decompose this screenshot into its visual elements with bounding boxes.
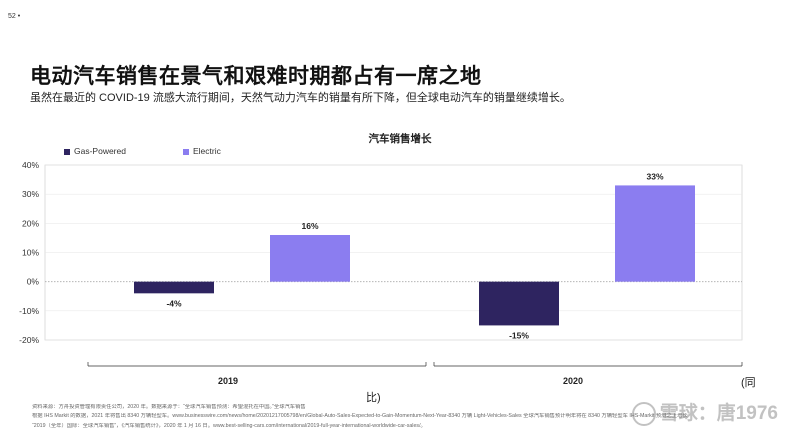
- data-label: -4%: [166, 298, 182, 308]
- y-tick-label: 30%: [22, 189, 39, 199]
- bar-gas-2020: [479, 281, 559, 326]
- bar-electric-2019: [270, 235, 350, 282]
- legend-swatch-gas: [64, 148, 70, 155]
- legend-item-gas: Gas-Powered: [64, 146, 126, 156]
- trailing-text-2: 比): [366, 392, 381, 404]
- x-category-label: 2019: [218, 376, 238, 386]
- bar-gas-2019: [134, 281, 214, 294]
- trailing-text: (同: [741, 377, 756, 389]
- y-tick-label: 20%: [22, 218, 39, 228]
- legend-label-gas: Gas-Powered: [74, 146, 126, 156]
- data-label: -15%: [509, 330, 529, 340]
- y-tick-label: 10%: [22, 248, 39, 258]
- source-note-2: 根据 IHS Markit 的数据，2021 年将售出 8340 万辆轻型车。w…: [32, 413, 688, 419]
- data-label: 33%: [646, 171, 663, 181]
- y-tick-label: 40%: [22, 160, 39, 170]
- x-category-label: 2020: [563, 376, 583, 386]
- watermark: 雪球：唐1976: [631, 398, 778, 426]
- watermark-logo-icon: [631, 401, 656, 426]
- watermark-text: 雪球：唐1976: [659, 403, 778, 424]
- legend-label-electric: Electric: [193, 146, 221, 156]
- y-tick-label: 0%: [27, 277, 40, 287]
- chart-title: 汽车销售增长: [368, 133, 432, 145]
- data-label: 16%: [301, 221, 318, 231]
- page-title: 电动汽车销售在景气和艰难时期都占有一席之地: [30, 65, 482, 88]
- bar-electric-2020: [615, 185, 695, 282]
- y-tick-label: -10%: [19, 306, 39, 316]
- y-tick-label: -20%: [19, 335, 39, 345]
- page-subtitle: 虽然在最近的 COVID-19 流感大流行期间，天然气动力汽车的销量有所下降，但…: [30, 92, 571, 104]
- source-note-1: 资料来源：方舟投资管理有限责任公司，2020 年。数据来源于：“全球汽车销售预测…: [32, 404, 306, 410]
- legend-swatch-electric: [183, 148, 189, 155]
- source-note-3: “2019（全年）国际：全球汽车销售”，《汽车销售统计》，2020 年 1 月 …: [32, 423, 426, 429]
- page-number: 52 •: [8, 13, 21, 20]
- legend-item-electric: Electric: [183, 146, 221, 156]
